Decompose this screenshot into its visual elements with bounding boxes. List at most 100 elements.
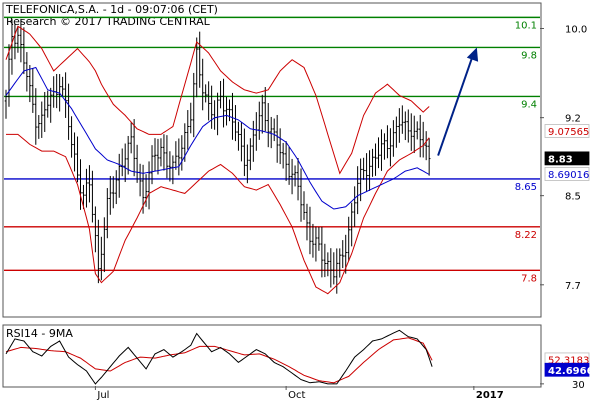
price-bar-96: [290, 158, 294, 195]
price-bar-76: [231, 92, 234, 140]
price-bar-128: [386, 125, 389, 159]
price-bar-77: [234, 105, 237, 142]
price-bar-108: [326, 252, 330, 277]
price-bar-72: [219, 80, 222, 109]
price-bar-92: [278, 128, 282, 165]
price-bar-116: [350, 202, 353, 247]
price-bar-6: [22, 27, 26, 75]
moving-average-line: [5, 66, 430, 210]
price-bar-44: [135, 144, 139, 183]
price-bar-47: [144, 174, 148, 207]
price-tag-box-0: [544, 124, 590, 138]
price-bar-134: [404, 111, 407, 141]
price-bar-103: [311, 223, 315, 258]
price-bar-137: [412, 115, 416, 154]
price-bar-121: [365, 153, 368, 192]
price-bar-112: [338, 248, 342, 278]
price-bar-101: [305, 203, 309, 241]
price-bar-40: [123, 143, 127, 183]
time-tick-label-1: Oct: [288, 390, 305, 400]
price-bar-123: [371, 148, 374, 177]
price-bar-71: [216, 92, 219, 136]
chart-subtitle: Research © 2017 TRADING CENTRAL: [6, 15, 211, 28]
price-bar-51: [156, 138, 160, 175]
price-bar-111: [335, 248, 339, 294]
rsi-tag-label-0: 52.3183: [548, 355, 589, 366]
price-bar-61: [186, 110, 190, 150]
price-bar-127: [383, 133, 386, 160]
price-bar-66: [201, 58, 204, 111]
price-bar-74: [225, 96, 228, 126]
price-bar-94: [284, 141, 288, 181]
price-bar-140: [421, 121, 425, 158]
level-label-0: 10.1: [515, 20, 537, 31]
price-bar-78: [237, 121, 240, 151]
level-label-3: 8.65: [515, 182, 537, 193]
price-bar-130: [392, 120, 395, 157]
price-bar-59: [180, 135, 184, 171]
price-bar-141: [424, 131, 428, 161]
time-tick-label-2: 2017: [476, 390, 504, 400]
price-bar-85: [258, 101, 261, 140]
price-bar-54: [165, 135, 169, 179]
price-bar-99: [299, 168, 303, 222]
price-bar-33: [103, 217, 106, 273]
price-tick-label-2: 8.5: [565, 192, 581, 203]
price-bar-106: [320, 226, 324, 278]
price-bar-34: [106, 188, 109, 239]
price-bar-63: [192, 72, 196, 138]
price-bar-24: [76, 136, 79, 183]
price-bar-83: [252, 120, 255, 162]
price-bar-58: [177, 138, 181, 176]
price-bar-19: [61, 76, 64, 97]
price-bar-45: [138, 163, 142, 197]
price-bar-97: [293, 165, 297, 187]
rsi-panel-frame: [2, 324, 542, 388]
price-bar-131: [395, 116, 398, 148]
price-bar-87: [263, 87, 267, 132]
price-bar-17: [55, 73, 58, 109]
price-bar-115: [347, 216, 350, 262]
price-bar-1: [7, 44, 11, 107]
price-bar-57: [174, 141, 178, 170]
price-bar-110: [332, 252, 336, 285]
level-label-5: 7.8: [521, 273, 537, 284]
price-bar-13: [43, 91, 47, 132]
price-bar-117: [353, 186, 356, 227]
rsi-tag-label-1: 42.6966: [548, 366, 590, 377]
price-bar-132: [398, 108, 401, 143]
price-bar-65: [198, 31, 201, 88]
bollinger-bands: [5, 25, 430, 295]
price-bar-79: [240, 122, 243, 162]
price-bar-98: [296, 158, 300, 201]
price-bar-133: [401, 105, 404, 134]
time-axis: Jul Oct 2017: [94, 386, 504, 400]
price-bar-36: [111, 176, 115, 209]
price-bar-105: [317, 226, 321, 251]
price-bar-32: [100, 236, 103, 281]
price-bar-129: [389, 128, 392, 167]
price-bar-138: [415, 121, 419, 140]
price-bar-10: [34, 88, 38, 145]
price-bar-52: [159, 138, 163, 167]
price-bar-11: [37, 115, 41, 139]
bollinger-lower: [6, 133, 430, 295]
price-bar-29: [91, 170, 94, 223]
price-bar-135: [407, 109, 410, 143]
bollinger-upper: [5, 25, 430, 175]
price-bar-42: [129, 122, 133, 154]
price-axis: 10.0 9.2 8.5 7.7: [540, 25, 587, 292]
price-bar-95: [287, 146, 291, 185]
price-bar-125: [377, 137, 380, 169]
price-tag-box-1: [544, 151, 590, 166]
price-tag-label-1: 8.83: [548, 154, 573, 165]
rsi-tag-box-1: [544, 362, 590, 377]
moving-average: [5, 66, 430, 210]
price-bars: [4, 18, 431, 294]
price-bar-12: [40, 101, 44, 138]
price-bar-31: [97, 219, 100, 284]
price-bar-49: [150, 145, 154, 185]
price-tick-label-1: 9.2: [565, 114, 581, 125]
